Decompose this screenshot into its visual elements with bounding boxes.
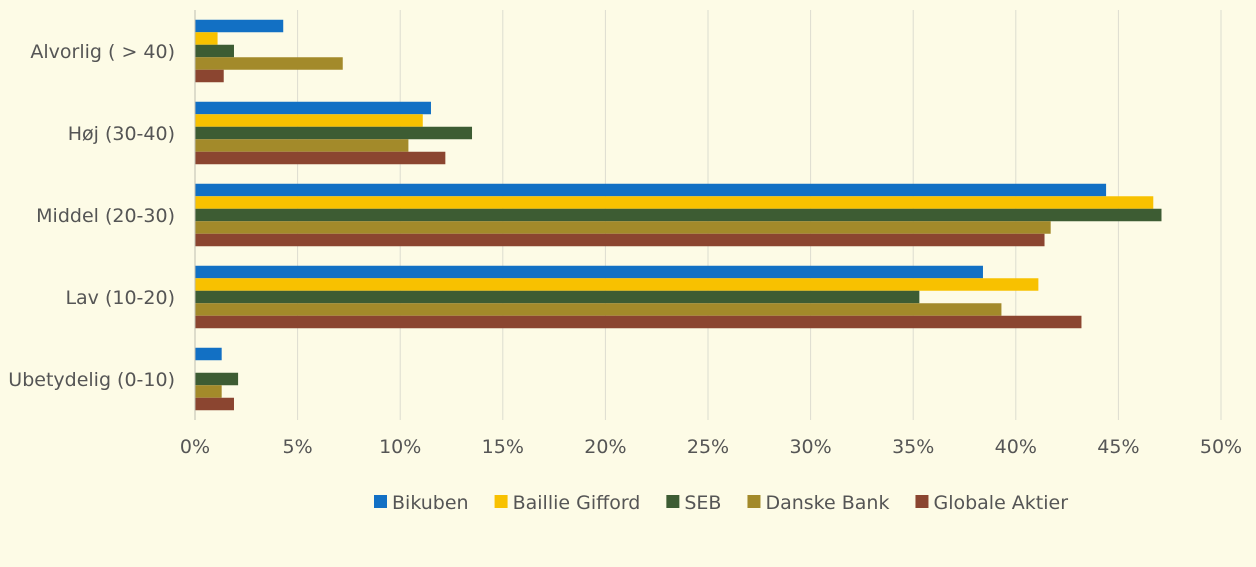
bar-globale-aktier-lav-10-20 [195,315,1082,329]
category-label: Lav (10-20) [65,287,175,309]
bar-baillie-gifford-middel-20-30 [195,196,1154,209]
bar-danske-bank-høj-30-40 [195,139,409,152]
x-tick-label: 5% [283,436,313,458]
bar-danske-bank-alvorlig-40 [195,57,343,70]
x-tick-label: 0% [180,436,210,458]
bar-danske-bank-ubetydelig-0-10 [195,385,222,398]
bar-globale-aktier-middel-20-30 [195,233,1045,247]
legend-swatch-danske-bank [747,495,761,508]
legend-label-baillie-gifford: Baillie Gifford [513,492,641,514]
bar-bikuben-ubetydelig-0-10 [195,347,222,361]
category-label: Alvorlig ( > 40) [30,41,175,63]
bar-bikuben-middel-20-30 [195,183,1107,197]
x-tick-label: 30% [789,436,831,458]
category-label: Høj (30-40) [68,123,175,145]
x-tick-label: 15% [482,436,524,458]
category-label: Ubetydelig (0-10) [8,369,175,391]
legend-label-bikuben: Bikuben [392,492,469,514]
x-tick-label: 20% [584,436,626,458]
bar-globale-aktier-høj-30-40 [195,151,446,165]
legend-swatch-bikuben [374,495,387,508]
legend-label-seb: SEB [684,492,721,514]
legend-swatch-seb [666,495,680,508]
bar-baillie-gifford-alvorlig-40 [195,32,218,45]
bar-danske-bank-middel-20-30 [195,221,1051,234]
bar-globale-aktier-alvorlig-40 [195,69,224,83]
bar-bikuben-lav-10-20 [195,265,983,279]
x-tick-label: 45% [1097,436,1139,458]
x-tick-label: 35% [892,436,934,458]
legend-label-globale-aktier: Globale Aktier [933,492,1068,514]
bar-baillie-gifford-høj-30-40 [195,114,423,127]
legend-swatch-globale-aktier [915,495,929,508]
bar-danske-bank-lav-10-20 [195,303,1002,316]
legend-label-danske-bank: Danske Bank [765,492,889,514]
bar-bikuben-høj-30-40 [195,101,431,115]
x-tick-label: 40% [995,436,1037,458]
bar-bikuben-alvorlig-40 [195,19,284,33]
x-tick-label: 10% [379,436,421,458]
legend-swatch-baillie-gifford [494,495,508,508]
bar-seb-høj-30-40 [195,126,473,140]
bar-seb-lav-10-20 [195,290,920,304]
bar-seb-middel-20-30 [195,208,1162,222]
x-tick-label: 25% [687,436,729,458]
bar-seb-ubetydelig-0-10 [195,372,239,386]
category-label: Middel (20-30) [36,205,175,227]
bar-baillie-gifford-lav-10-20 [195,278,1039,291]
bar-seb-alvorlig-40 [195,44,234,58]
bar-globale-aktier-ubetydelig-0-10 [195,397,234,411]
x-tick-label: 50% [1200,436,1242,458]
